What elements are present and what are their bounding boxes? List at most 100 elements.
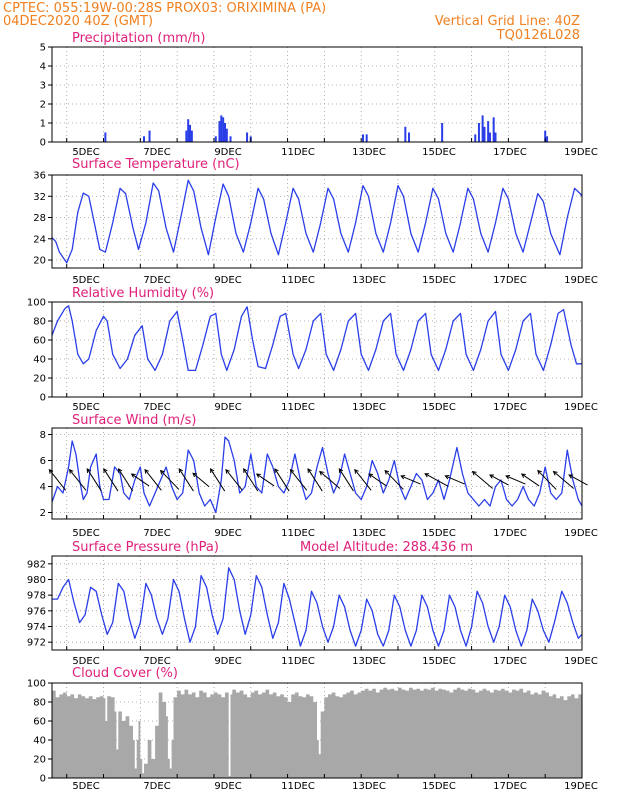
panel-title: Relative Humidity (%) <box>72 286 214 301</box>
x-tick-label: 19DEC <box>564 147 598 158</box>
x-tick-label: 5DEC <box>72 528 99 539</box>
x-tick-label: 15DEC <box>422 656 456 667</box>
wind-vector <box>192 472 210 488</box>
plot-area: 0 1 2 3 4 5 <box>40 43 583 149</box>
wind-vector <box>159 469 180 490</box>
wind-vector <box>319 470 341 489</box>
x-tick-label: 11DEC <box>281 402 315 413</box>
series-line <box>51 305 582 372</box>
y-tick-label: 0 <box>40 774 46 785</box>
x-tick-label: 7DEC <box>143 781 170 792</box>
y-tick-label: 3 <box>40 81 46 92</box>
precip-bar <box>408 132 411 142</box>
model-altitude-note: Model Altitude: 288.436 m <box>300 540 473 555</box>
wind-vector <box>368 473 387 487</box>
x-tick-label: 5DEC <box>72 402 99 413</box>
precip-bar <box>546 136 549 142</box>
series-line <box>51 179 583 264</box>
wind-vector <box>354 468 372 491</box>
y-tick-label: 982 <box>27 559 46 570</box>
precip-bar <box>494 132 497 142</box>
x-tick-label: 19DEC <box>564 402 598 413</box>
header-station-line: CPTEC: 055:19W-00:28S PROX03: ORIXIMINA … <box>3 1 326 16</box>
y-tick-label: 40 <box>33 355 46 366</box>
y-tick-label: 0 <box>40 138 46 149</box>
wind-vector <box>471 470 493 489</box>
wind-vector <box>274 468 290 492</box>
cloud-cover-area <box>52 687 582 778</box>
x-tick-label: 19DEC <box>564 656 598 667</box>
series-line <box>52 567 583 647</box>
y-tick-label: 976 <box>27 606 46 617</box>
y-tick-label: 40 <box>33 736 46 747</box>
precip-bar <box>214 136 217 142</box>
wind-vector <box>537 469 557 490</box>
y-tick-label: 6 <box>40 456 46 467</box>
header: CPTEC: 055:19W-00:28S PROX03: ORIXIMINA … <box>3 1 580 43</box>
y-tick-label: 80 <box>33 317 46 328</box>
precip-bar <box>487 121 490 142</box>
y-tick-label: 80 <box>33 698 46 709</box>
wind-vector <box>130 473 150 487</box>
y-tick-label: 4 <box>40 62 46 73</box>
precip-bar <box>544 130 547 142</box>
x-tick-label: 7DEC <box>143 528 170 539</box>
wind-vector <box>384 469 404 490</box>
x-tick-label: 19DEC <box>564 275 598 286</box>
surface-wind-panel: 2 4 6 8 Surface Wind (m/s) 5DEC 7DEC 9DEC 1… <box>40 413 598 539</box>
precip-bar <box>477 123 480 142</box>
wind-vector <box>209 468 226 492</box>
precip-bar <box>441 123 444 142</box>
panel-title: Precipitation (mm/h) <box>72 31 205 46</box>
x-tick-label: 15DEC <box>422 781 456 792</box>
plot-area: 972 974 976 978 980 982 <box>27 555 583 651</box>
y-tick-label: 20 <box>33 256 46 267</box>
precip-bar <box>218 121 221 142</box>
y-tick-label: 24 <box>33 234 46 245</box>
wind-vector <box>520 473 540 487</box>
x-tick-label: 17DEC <box>493 275 527 286</box>
x-tick-label: 17DEC <box>493 656 527 667</box>
x-tick-label: 17DEC <box>493 781 527 792</box>
x-tick-label: 5DEC <box>72 656 99 667</box>
y-tick-label: 100 <box>27 298 46 309</box>
y-tick-label: 60 <box>33 717 46 728</box>
wind-vector <box>307 468 323 492</box>
x-tick-label: 7DEC <box>143 275 170 286</box>
x-tick-label: 5DEC <box>72 275 99 286</box>
x-tick-label: 15DEC <box>422 402 456 413</box>
precip-bar <box>222 117 225 142</box>
x-tick-label: 7DEC <box>143 402 170 413</box>
x-tick-label: 11DEC <box>281 528 315 539</box>
x-tick-label: 13DEC <box>352 402 386 413</box>
y-tick-label: 980 <box>27 575 46 586</box>
y-tick-label: 0 <box>40 393 46 404</box>
cloud-cover-panel: 0 20 40 60 80 100 Cloud Cover (%) 5DEC 7DEC 9… <box>27 666 598 792</box>
wind-vector <box>86 468 102 492</box>
plot-area: 20 24 28 32 36 <box>33 171 583 269</box>
x-tick-label: 9DEC <box>214 781 241 792</box>
plot-area: 0 20 40 60 80 100 <box>27 679 583 785</box>
x-tick-label: 7DEC <box>143 656 170 667</box>
wind-vector <box>103 468 119 492</box>
precip-bar <box>189 124 192 142</box>
panel-frame <box>51 427 583 520</box>
surface-pressure-panel: 972 974 976 978 980 982 Surface Pressure (hPa… <box>27 540 598 667</box>
precip-bar <box>148 130 151 142</box>
x-tick-label: 11DEC <box>281 275 315 286</box>
precip-bar <box>492 117 495 142</box>
precip-bar <box>104 132 107 142</box>
y-tick-label: 2 <box>40 100 46 111</box>
precip-bar <box>223 123 226 142</box>
wind-vector <box>568 474 588 486</box>
y-tick-label: 100 <box>27 679 46 690</box>
y-tick-label: 36 <box>33 171 46 182</box>
y-tick-label: 8 <box>40 430 46 441</box>
x-tick-label: 13DEC <box>352 781 386 792</box>
x-tick-label: 5DEC <box>72 147 99 158</box>
x-tick-label: 9DEC <box>214 275 241 286</box>
header-model-id: TQ0126L028 <box>496 28 580 43</box>
x-tick-label: 19DEC <box>564 528 598 539</box>
x-tick-label: 9DEC <box>214 656 241 667</box>
